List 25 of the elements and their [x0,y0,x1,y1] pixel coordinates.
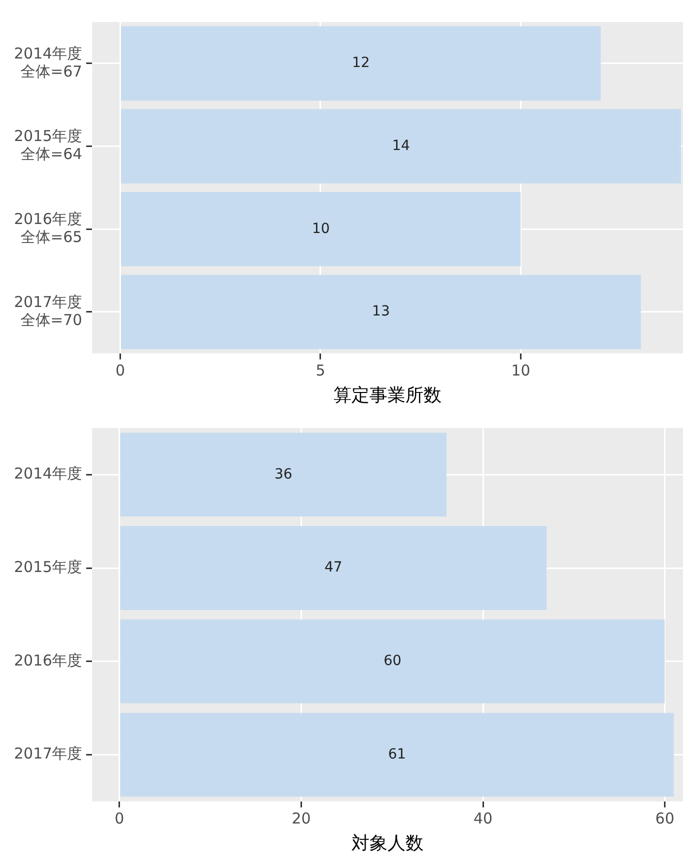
data-label: 61 [388,746,406,762]
data-label: 36 [274,466,292,482]
y-tick-label: 2017年度 [14,744,82,763]
y-tick-label: 2017年度全体=70 [14,292,82,329]
y-tick-label: 2015年度全体=64 [14,127,82,164]
x-tick-label: 10 [511,361,530,380]
data-label: 47 [324,560,342,576]
x-axis-title: 算定事業所数 [334,384,442,406]
x-tick-label: 0 [114,809,124,828]
y-tick-label: 2015年度 [14,558,82,576]
y-tick-label: 2016年度 [14,651,82,670]
x-tick-label: 40 [473,809,493,828]
y-tick-label: 2014年度全体=67 [14,44,82,80]
x-tick-label: 5 [316,361,326,380]
y-tick-label: 2014年度 [14,464,82,483]
data-label: 14 [392,138,410,154]
data-label: 13 [372,304,390,320]
data-label: 60 [384,653,402,670]
x-axis-title: 対象人数 [352,832,424,854]
x-tick-label: 60 [655,809,674,828]
x-tick-label: 0 [115,361,125,380]
data-label: 12 [352,55,370,72]
x-tick-label: 20 [292,809,311,828]
y-tick-label: 2016年度全体=65 [14,210,82,246]
data-label: 10 [312,220,330,237]
